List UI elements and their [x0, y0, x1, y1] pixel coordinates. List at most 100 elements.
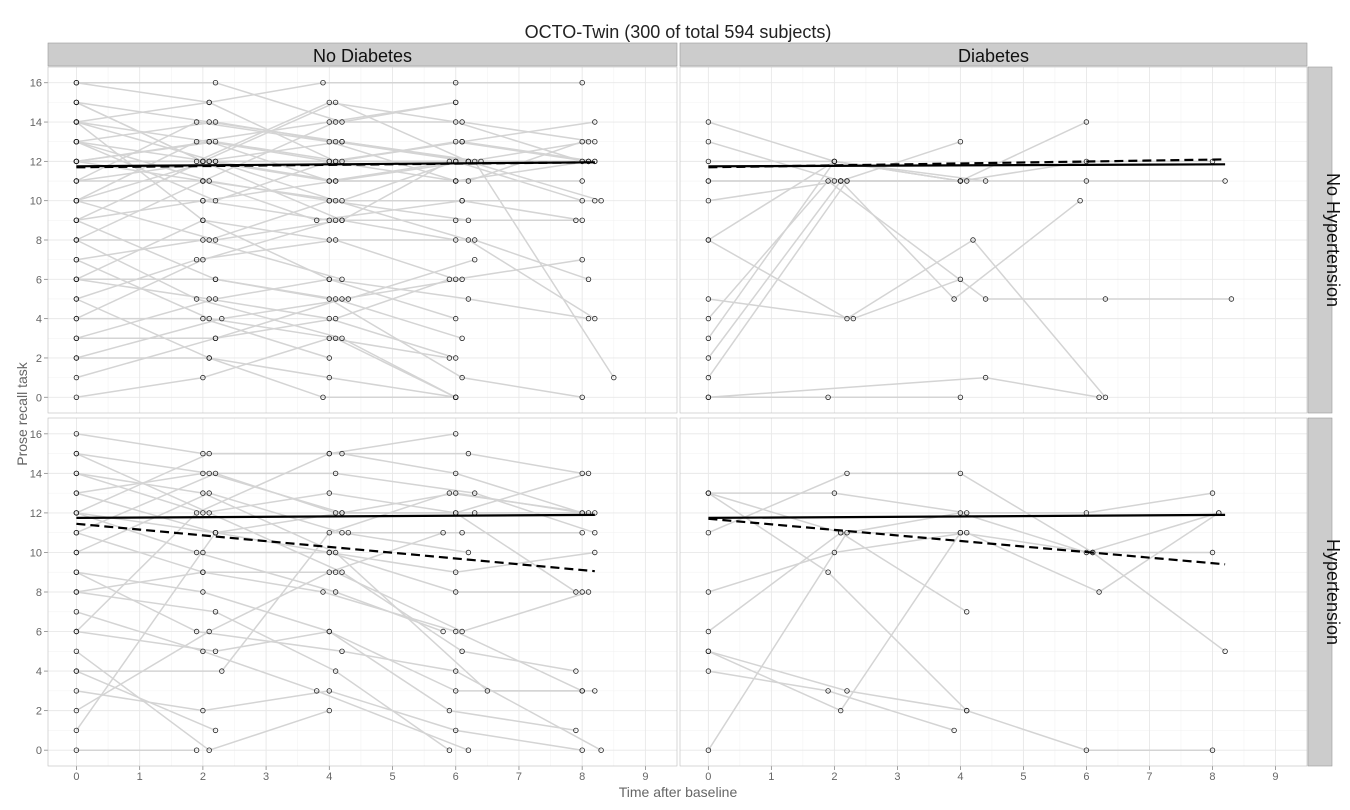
data-point	[453, 394, 459, 400]
data-point	[964, 510, 970, 516]
data-point	[592, 138, 598, 145]
data-point	[459, 197, 465, 204]
data-point	[1102, 394, 1109, 400]
data-point	[951, 727, 957, 734]
data-point	[453, 628, 459, 635]
data-point	[705, 197, 712, 204]
data-point	[1222, 178, 1228, 184]
x-tick-label: 3	[263, 771, 269, 783]
subject-line	[76, 278, 450, 379]
x-tick-label: 4	[957, 771, 963, 783]
data-point	[705, 119, 712, 125]
data-point	[326, 569, 332, 575]
y-tick-label: 14	[30, 117, 42, 129]
subject-line	[76, 219, 589, 281]
data-point	[453, 99, 459, 106]
data-point	[339, 138, 345, 145]
data-point	[1083, 119, 1090, 125]
data-point	[339, 569, 345, 575]
data-point	[73, 668, 80, 674]
data-point	[825, 178, 831, 184]
data-point	[326, 335, 332, 341]
data-point	[1228, 296, 1235, 302]
data-point	[465, 549, 472, 556]
data-point	[326, 296, 332, 302]
data-point	[705, 628, 712, 635]
data-point	[73, 257, 80, 263]
data-point	[705, 530, 712, 536]
col-strip-box	[47, 42, 678, 67]
data-point	[957, 394, 964, 400]
data-point	[831, 549, 838, 556]
data-point	[326, 450, 332, 457]
data-point	[345, 530, 351, 536]
data-point	[825, 688, 831, 694]
data-point	[964, 178, 970, 184]
data-point	[472, 237, 478, 243]
data-point	[957, 530, 964, 536]
data-point	[459, 374, 465, 381]
data-point	[332, 296, 339, 302]
row-strip-label: Hypertension	[1323, 539, 1343, 645]
subject-line	[76, 472, 595, 692]
y-tick-label: 4	[36, 666, 42, 678]
data-point	[1209, 549, 1216, 556]
trend-line-dashed	[708, 158, 1226, 169]
data-point	[200, 648, 206, 654]
data-point	[459, 628, 465, 635]
x-tick-label: 7	[1146, 771, 1152, 783]
data-point	[339, 296, 345, 302]
data-point	[206, 237, 212, 243]
data-point	[73, 79, 80, 86]
x-tick-label: 0	[705, 771, 711, 783]
subject-line	[76, 160, 469, 182]
data-point	[1083, 747, 1090, 753]
data-point	[592, 315, 598, 322]
subject-line	[76, 219, 583, 399]
data-point	[970, 237, 976, 243]
data-point	[320, 79, 326, 86]
subject-line	[76, 81, 456, 123]
data-point	[705, 237, 712, 243]
data-point	[326, 628, 332, 635]
subject-line	[76, 317, 330, 359]
x-tick-label: 2	[831, 771, 837, 783]
data-point	[705, 374, 712, 381]
data-point	[339, 530, 345, 536]
trend-line-dashed	[76, 522, 595, 573]
data-point	[579, 257, 585, 263]
data-point	[592, 119, 598, 125]
data-point	[326, 99, 332, 106]
data-point	[73, 688, 80, 694]
y-tick-label: 2	[36, 706, 42, 718]
data-point	[611, 374, 617, 381]
trend-line-dashed	[708, 517, 1226, 566]
data-point	[579, 530, 585, 536]
trend-line-solid	[76, 513, 595, 520]
data-point	[453, 178, 459, 184]
data-point	[339, 276, 345, 282]
data-point	[459, 648, 465, 654]
y-tick-label: 14	[30, 468, 42, 480]
data-point	[831, 158, 838, 165]
data-point	[193, 628, 200, 635]
subject-line	[708, 532, 962, 712]
x-tick-label: 5	[389, 771, 395, 783]
subject-line	[76, 472, 577, 593]
data-point	[579, 197, 585, 204]
data-point	[825, 569, 831, 575]
data-point	[193, 158, 200, 165]
subject-line	[708, 180, 1081, 301]
subject-line	[76, 337, 450, 399]
data-point	[73, 119, 80, 125]
y-tick-label: 8	[36, 587, 42, 599]
data-point	[73, 707, 80, 714]
subject-line	[76, 278, 589, 340]
subject-line	[76, 571, 602, 751]
data-point	[465, 178, 472, 184]
y-tick-label: 0	[36, 392, 42, 404]
data-point	[73, 99, 80, 106]
data-point	[573, 217, 579, 223]
